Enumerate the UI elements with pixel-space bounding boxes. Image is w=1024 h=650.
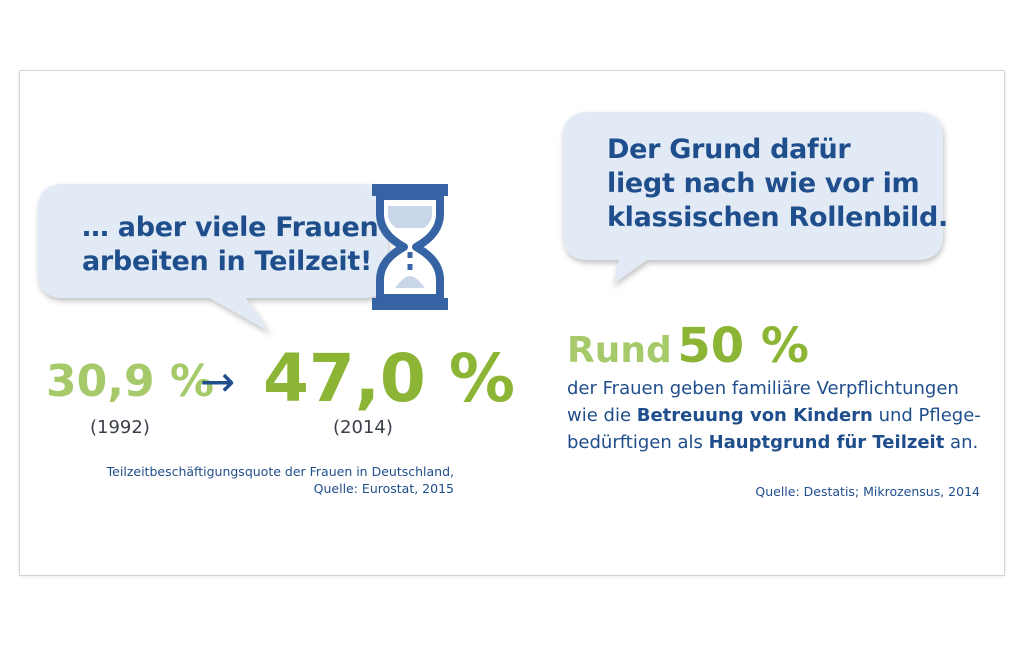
body-line-2-a: wie die bbox=[567, 405, 637, 426]
left-source-line-2: Quelle: Eurostat, 2015 bbox=[313, 481, 454, 496]
left-bubble-line-2: arbeiten in Teilzeit! bbox=[82, 246, 373, 277]
headline-value: 50 % bbox=[677, 318, 809, 374]
body-line-3: bedürftigen als Hauptgrund für Teilzeit … bbox=[567, 429, 981, 456]
hourglass-icon bbox=[372, 184, 448, 310]
body-line-3-a: bedürftigen als bbox=[567, 432, 709, 453]
left-bubble-text: … aber viele Frauen arbeiten in Teilzeit… bbox=[82, 211, 379, 279]
body-line-3-bold: Hauptgrund für Teilzeit bbox=[708, 432, 945, 453]
body-line-1: der Frauen geben familiäre Verpflichtung… bbox=[567, 378, 959, 399]
body-line-2-bold: Betreuung von Kindern bbox=[636, 405, 873, 426]
arrow-right-icon: → bbox=[200, 357, 236, 406]
body-line-2-c: und Pflege- bbox=[872, 405, 981, 426]
body-text: der Frauen geben familiäre Verpflichtung… bbox=[567, 375, 981, 456]
left-source-line-1: Teilzeitbeschäftigungsquote der Frauen i… bbox=[106, 464, 454, 479]
right-source: Quelle: Destatis; Mikrozensus, 2014 bbox=[755, 484, 980, 499]
stat-2014-year: (2014) bbox=[333, 417, 393, 438]
right-bubble-text: Der Grund dafür liegt nach wie vor im kl… bbox=[607, 133, 948, 235]
stat-1992-year: (1992) bbox=[90, 417, 150, 438]
right-bubble-line-1: Der Grund dafür bbox=[607, 134, 851, 165]
left-speech-bubble bbox=[38, 184, 388, 332]
stat-1992-value: 30,9 % bbox=[46, 356, 214, 407]
headline-prefix: Rund bbox=[567, 330, 672, 371]
stat-2014-value: 47,0 % bbox=[263, 340, 515, 417]
body-line-2: wie die Betreuung von Kindern und Pflege… bbox=[567, 402, 981, 429]
left-bubble-line-1: … aber viele Frauen bbox=[82, 212, 379, 243]
headline: Rund 50 % bbox=[567, 318, 809, 379]
body-line-3-c: an. bbox=[944, 432, 979, 453]
left-source: Teilzeitbeschäftigungsquote der Frauen i… bbox=[82, 463, 454, 497]
right-bubble-line-3: klassischen Rollenbild. bbox=[607, 202, 948, 233]
right-bubble-line-2: liegt nach wie vor im bbox=[607, 168, 920, 199]
right-speech-bubble bbox=[563, 112, 943, 284]
